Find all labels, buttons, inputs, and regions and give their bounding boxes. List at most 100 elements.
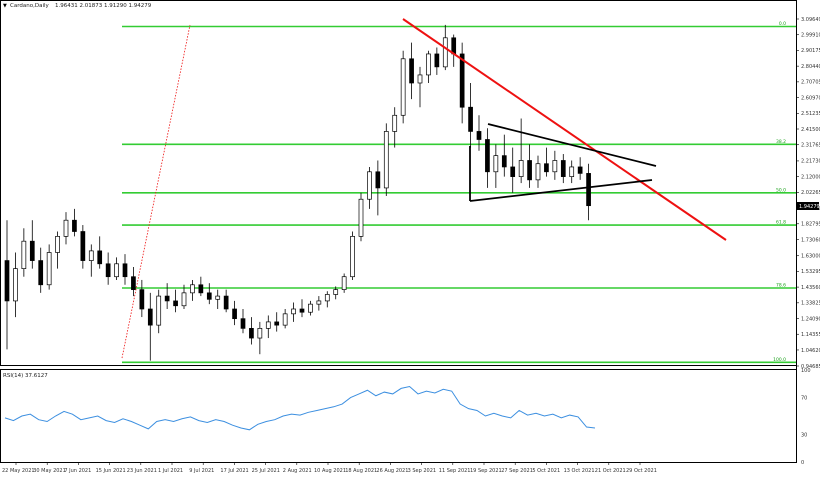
time-tick-0: 22 May 2021 [2,468,35,474]
candle [400,50,406,124]
candle [257,321,263,355]
fib-label-2: 50.0 [776,187,786,193]
fib-label-1: 38.2 [776,139,786,145]
candle [552,150,558,180]
fib-levels: 0.0 38.2 50.0 61.8 78.6 100.0 [122,21,796,364]
candle [392,107,398,148]
price-tick-13: 1.82795 [801,222,820,228]
candle [181,284,187,309]
candle [88,244,94,277]
price-tick-9: 2.21730 [801,159,820,165]
candle [97,236,103,269]
candle [38,247,44,293]
price-tick-16: 1.53295 [801,269,820,275]
triangle-lower-line [469,179,653,202]
rsi-tick-2: 30 [801,432,807,438]
price-tick-0: 3.09649 [801,17,820,23]
time-tick-10: 10 Aug 2021 [314,468,346,474]
price-tick-18: 1.33825 [801,301,820,307]
candle [560,154,566,184]
price-tick-15: 1.63000 [801,254,820,260]
candle [80,225,86,269]
candle [544,147,549,177]
time-tick-12: 26 Aug 2021 [376,468,408,474]
rsi-title: RSI(14) 37.6127 [3,373,48,379]
rsi-axis: 100 70 30 0 [801,368,811,466]
candle [383,123,389,196]
candle [173,289,178,313]
candle [240,308,246,334]
candle [569,160,575,184]
triangle-upper-line [487,123,657,167]
chart-ohlc: 1.96431 2.01873 1.91290 1.94279 [55,3,152,9]
candle [274,312,280,332]
candle [535,155,541,188]
price-tick-3: 2.80440 [801,64,820,70]
candle [29,220,35,269]
candle [55,231,60,269]
candle [417,66,423,108]
candle [426,50,431,84]
candle [518,118,524,184]
candle [190,279,195,301]
time-tick-14: 11 Sep 2021 [439,468,471,474]
time-tick-5: 1 Jul 2021 [158,468,183,474]
price-tick-2: 2.90175 [801,48,820,54]
fib-label-3: 61.8 [776,220,786,226]
candle [249,317,254,345]
candle [215,289,221,309]
price-tick-20: 1.14355 [801,332,820,338]
candle [156,289,162,334]
fib-label-5: 100.0 [773,357,786,363]
candle [510,147,516,193]
price-tick-17: 1.43560 [801,285,820,291]
time-tick-13: 3 Sep 2021 [408,468,437,474]
candle [4,220,10,350]
time-tick-2: 7 Jun 2021 [64,468,91,474]
candle [375,160,381,216]
trendlines [121,18,727,359]
candle [434,47,440,75]
rsi-tick-1: 70 [801,396,807,402]
candle [131,267,136,297]
time-tick-16: 27 Sep 2021 [501,468,533,474]
red-resistance-line [402,18,727,241]
current-price-tag [797,202,819,210]
time-tick-4: 23 Jun 2021 [127,468,157,474]
candle [164,283,170,309]
current-price-label: 1.94279 [799,204,820,210]
time-tick-17: 5 Oct 2021 [532,468,560,474]
price-axis: 3.09649 2.99910 2.90175 2.80440 2.70705 2.609… [796,17,820,370]
candle [485,128,490,188]
rsi-tick-3: 0 [801,460,804,466]
price-tick-7: 2.41500 [801,127,820,133]
chart-menu-icon[interactable]: ▼ [3,3,7,9]
time-tick-7: 17 Jul 2021 [220,468,248,474]
candle [21,228,27,277]
time-tick-9: 2 Aug 2021 [283,468,312,474]
candle [577,157,583,180]
candle [114,257,119,280]
rsi-tick-0: 100 [801,368,811,374]
price-tick-1: 2.99910 [801,33,820,39]
price-tick-22: 0.94685 [801,364,820,370]
candle [358,192,364,242]
candle [586,163,591,221]
chart-symbol: Cardano,Daily [10,3,49,9]
time-tick-11: 18 Aug 2021 [345,468,377,474]
fib-label-0: 0.0 [779,21,786,27]
candle [333,286,339,300]
candle [501,134,507,177]
candle [265,315,271,339]
candle [223,289,229,313]
candle [291,302,296,322]
candle [122,254,128,285]
candle [299,299,305,318]
time-tick-1: 30 May 2021 [33,468,66,474]
candle [468,83,473,148]
rsi-polyline [4,386,596,431]
time-tick-18: 13 Oct 2021 [564,468,595,474]
price-tick-4: 2.70705 [801,80,820,86]
candle [476,115,482,151]
